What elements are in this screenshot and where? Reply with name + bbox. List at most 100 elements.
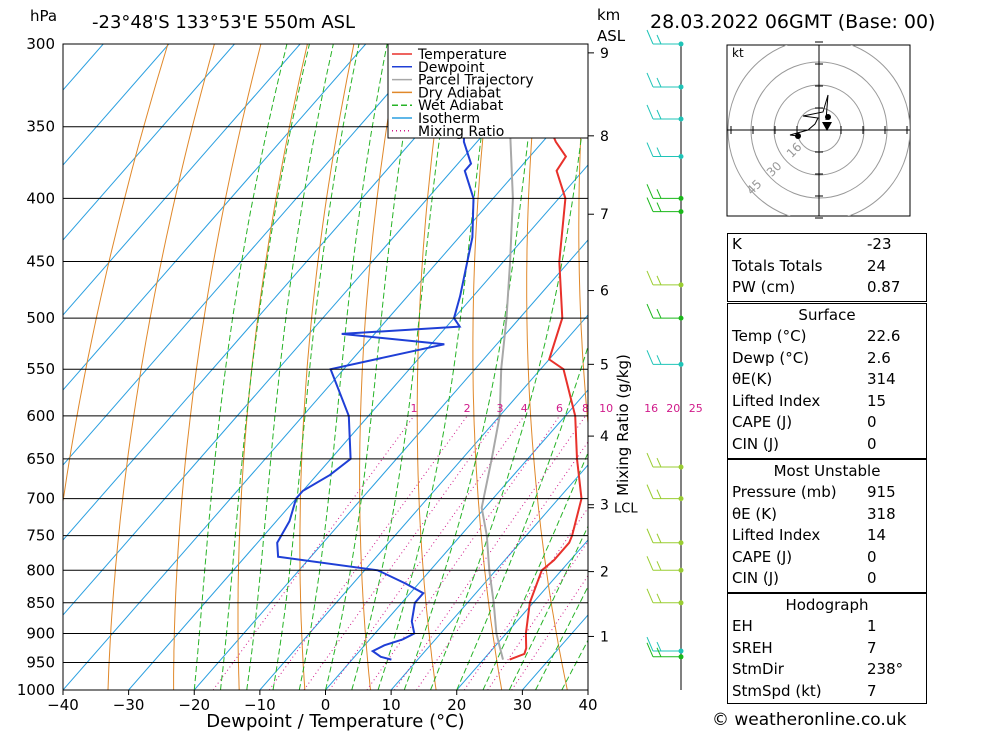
hodograph-row-value: 1 [867,617,877,635]
isotherm-line [63,44,367,391]
mixing-ratio-line [487,540,588,690]
mixing-ratio-label: 1 [411,402,418,415]
most-unstable-row-label: CAPE (J) [732,547,793,566]
most-unstable-row-value: 14 [867,526,887,544]
km-tick-label: 9 [600,46,609,62]
hodograph-unit: kt [732,46,744,60]
wind-barb [646,556,684,573]
mixing-ratio-label: 20 [666,402,680,415]
hodograph-row-label: SREH [732,638,773,657]
most-unstable-row: θE (K) 318 [728,504,926,526]
dewpoint-line [276,44,475,661]
km-tick-label: 2 [600,565,609,581]
wind-barb-feather [656,189,662,199]
wind-barb [646,72,684,90]
x-tick-label: −20 [178,696,210,714]
isotherm-line [128,164,588,690]
wind-barb-feather [656,147,662,157]
hodograph-table: Hodograph EH 1 SREH 7 StmDir 238° StmSpd (kt) 7 [727,593,927,704]
hodograph-row-label: StmSpd (kt) [732,681,822,700]
wind-barb-feather [656,641,662,652]
wind-barb [646,303,684,321]
wind-barb [646,104,684,122]
isotherm-line [193,239,588,690]
wind-barb [646,642,684,660]
x-axis-label: Dewpoint / Temperature (°C) [206,711,464,732]
most-unstable-row-label: Pressure (mb) [732,483,837,501]
surface-row-label: θE(K) [732,370,773,388]
km-tick-label: 6 [600,284,609,300]
wind-barb-feather [656,77,662,88]
wet-adiabat [456,344,588,690]
hodograph-row-label: StmDir [732,660,784,678]
most-unstable-row-label: CIN (J) [732,569,780,587]
surface-row: θE(K) 314 [728,369,926,391]
mixing-ratio-line [394,415,586,690]
surface-row-label: CAPE (J) [732,413,793,431]
x-tick-label: 10 [382,696,401,714]
pressure-tick-label: 800 [26,561,55,579]
most-unstable-row: Lifted Index 14 [728,525,926,547]
index-row-tt: Totals Totals 24 [732,256,887,275]
datetime-label: 28.03.2022 06GMT (Base: 00) [650,11,935,33]
mixing-ratio-axis-label: Mixing Ratio (g/kg) [614,354,632,496]
most-unstable-row: Pressure (mb) 915 [728,482,926,504]
wind-barb-feather [646,588,654,603]
pressure-tick-label: 750 [26,527,55,545]
wind-barb-feather [656,202,662,212]
pressure-tick-label: 400 [26,189,55,207]
wind-barb [646,528,684,546]
x-tick-label: 0 [321,696,331,714]
surface-row: Dewp (°C) 2.6 [728,348,926,370]
dry-adiabat [107,44,215,690]
copyright-footer: © weatheronline.co.uk [712,710,907,730]
surface-row: Lifted Index 15 [728,391,926,413]
wind-barb [646,142,684,160]
km-tick-label: 7 [600,207,609,223]
wet-adiabat [246,44,334,690]
isotherm-line [63,44,235,241]
mixing-ratio-line [268,415,468,690]
hodograph-point [825,114,831,120]
mixing-ratio-label: 4 [521,402,528,415]
wind-barb-feather [646,452,654,468]
mixing-ratio-label: 2 [464,402,471,415]
wind-barb-feather [646,197,654,212]
wind-barb-feather [646,72,654,88]
pressure-tick-label: 600 [26,407,55,425]
legend-entry: Wet Adiabat [418,98,504,114]
wind-barb-feather [646,303,654,319]
wind-barb-feather [646,350,654,365]
hodograph-point [795,133,801,139]
dry-adiabat [173,44,262,690]
wind-barb-feather [646,184,654,199]
wind-barb [646,350,684,367]
wind-barb-feather [656,308,662,319]
legend-box [387,43,589,139]
isotherm-line [325,389,588,690]
hodograph-row: StmDir 238° [728,659,926,681]
dry-adiabat [237,44,308,690]
most-unstable-row-value: 318 [867,504,896,523]
index-row-pw: PW (cm) 0.87 [732,278,901,296]
mixing-ratio-label: 16 [644,402,658,415]
dry-adiabat [959,44,1000,690]
pressure-tick-label: 350 [26,118,55,136]
wind-barb [646,452,684,470]
isotherm-line [63,44,432,466]
km-label: km [597,6,620,24]
km-tick-label: 1 [600,629,609,645]
hodograph-table-title: Hodograph [785,596,869,614]
wind-barb-feather [646,556,654,571]
wind-barb-feather [646,142,654,157]
surface-row: CAPE (J) 0 [728,412,926,434]
surface-table: Surface Temp (°C) 22.6 Dewp (°C) 2.6 θE(K) 31… [727,303,927,459]
surface-title: Surface [798,306,856,324]
surface-rows: Temp (°C) 22.6 Dewp (°C) 2.6 θE(K) 314 Lifted … [728,326,926,455]
hodograph-row-value: 7 [867,681,877,700]
hodograph-rows: EH 1 SREH 7 StmDir 238° StmSpd (kt) 7 [728,616,926,702]
wind-barb-feather [656,355,662,365]
isotherm-line [63,44,301,316]
